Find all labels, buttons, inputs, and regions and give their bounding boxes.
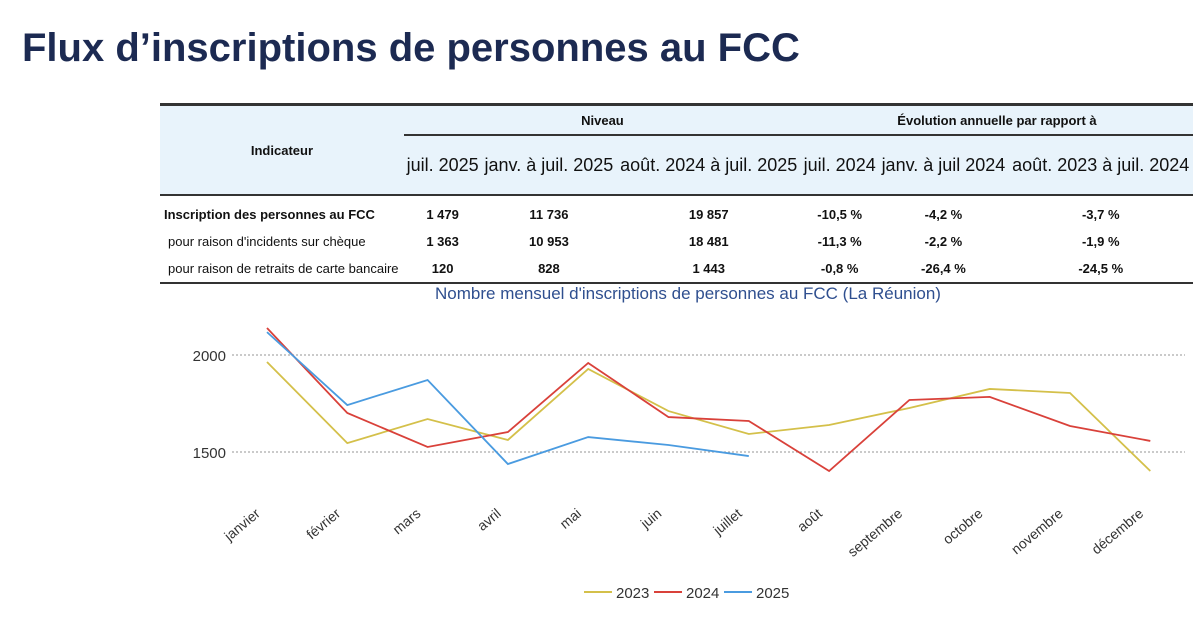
table-cell: -0,8 % bbox=[820, 261, 859, 276]
table-cell: 19 857 bbox=[688, 207, 729, 222]
x-tick-label: octobre bbox=[940, 505, 986, 547]
table-cell: 828 bbox=[538, 261, 560, 276]
chart-title: Nombre mensuel d'inscriptions de personn… bbox=[435, 284, 941, 303]
x-tick-label: février bbox=[303, 505, 343, 542]
column-header: août. 2023 à juil. 2024 bbox=[1012, 155, 1190, 175]
series-line-2024 bbox=[266, 327, 1151, 473]
row-label: pour raison d'incidents sur chèque bbox=[168, 234, 366, 249]
legend-label: 2024 bbox=[686, 585, 719, 602]
y-tick-label: 2000 bbox=[193, 348, 226, 365]
group-header-level: Niveau bbox=[403, 104, 801, 136]
table-cell: -10,5 % bbox=[817, 207, 863, 222]
column-header: août. 2024 à juil. 2025 bbox=[620, 155, 798, 175]
row-label: pour raison de retraits de carte bancair… bbox=[168, 261, 399, 276]
table-cell: -26,4 % bbox=[921, 261, 966, 276]
x-tick-label: janvier bbox=[220, 505, 263, 545]
table-cell: 120 bbox=[431, 261, 454, 276]
x-tick-label: août bbox=[794, 505, 825, 535]
table-cell: 1 479 bbox=[426, 207, 459, 222]
table-cell: -3,7 % bbox=[1081, 207, 1120, 222]
table-cell: 11 736 bbox=[529, 207, 569, 222]
table-cell: -24,5 % bbox=[1078, 261, 1124, 276]
indicator-header: Indicateur bbox=[250, 142, 313, 158]
table-cell: -4,2 % bbox=[924, 207, 963, 222]
x-tick-label: septembre bbox=[844, 505, 905, 560]
table-cell: 1 363 bbox=[426, 234, 459, 249]
group-header-evolution: Évolution annuelle par rapport à bbox=[800, 104, 1193, 136]
page-title: Flux d’inscriptions de personnes au FCC bbox=[22, 26, 800, 70]
x-tick-label: avril bbox=[474, 505, 504, 534]
x-tick-label: décembre bbox=[1088, 505, 1146, 557]
table-cell: 1 443 bbox=[692, 261, 726, 276]
table-row: pour raison de retraits de carte bancair… bbox=[160, 255, 1193, 283]
legend-label: 2023 bbox=[616, 585, 649, 602]
x-tick-label: novembre bbox=[1008, 505, 1066, 557]
table-cell: -1,9 % bbox=[1081, 234, 1120, 249]
column-header: juil. 2025 bbox=[406, 155, 479, 175]
table-cell: 18 481 bbox=[688, 234, 729, 249]
table-cell: -11,3 % bbox=[817, 234, 862, 249]
column-header: janv. à juil 2024 bbox=[881, 155, 1006, 175]
column-header: janv. à juil. 2025 bbox=[484, 155, 614, 175]
y-tick-label: 1500 bbox=[193, 445, 226, 462]
x-tick-label: juin bbox=[637, 505, 665, 532]
column-header: juil. 2024 bbox=[803, 155, 876, 175]
table-cell: 10 953 bbox=[529, 234, 569, 249]
row-label: Inscription des personnes au FCC bbox=[164, 207, 375, 222]
series-line-2023 bbox=[266, 361, 1151, 472]
x-tick-label: juillet bbox=[709, 505, 745, 538]
table-cell: -2,2 % bbox=[924, 234, 963, 249]
x-tick-label: mars bbox=[389, 505, 423, 537]
x-tick-label: mai bbox=[557, 505, 585, 532]
indicator-table: Indicateur Niveau Évolution annuelle par… bbox=[160, 103, 1193, 284]
series-line-2025 bbox=[266, 331, 749, 466]
legend-label: 2025 bbox=[756, 585, 789, 602]
table-row: Inscription des personnes au FCC 1 479 11 … bbox=[160, 195, 1193, 228]
table-row: pour raison d'incidents sur chèque 1 363 1… bbox=[160, 228, 1193, 255]
